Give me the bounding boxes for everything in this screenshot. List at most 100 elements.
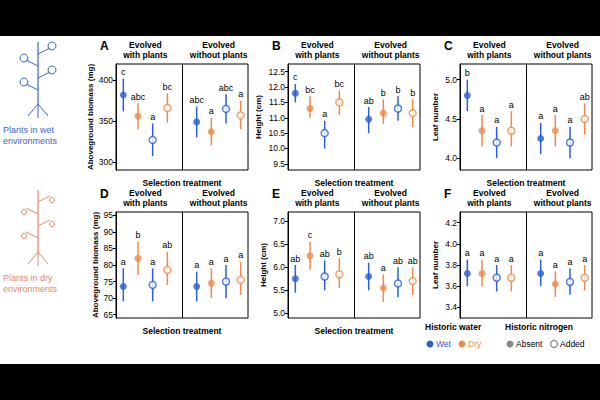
svg-text:a: a	[121, 257, 126, 267]
svg-text:ab: ab	[393, 256, 403, 266]
svg-text:b: b	[410, 88, 415, 98]
svg-text:Evolved: Evolved	[129, 188, 162, 198]
svg-text:400: 400	[99, 75, 113, 85]
svg-text:Evolved: Evolved	[374, 188, 407, 198]
svg-text:Absent: Absent	[516, 339, 543, 349]
svg-text:c: c	[308, 230, 313, 240]
svg-text:B: B	[272, 39, 281, 53]
svg-text:Evolved: Evolved	[301, 40, 334, 50]
svg-text:F: F	[444, 187, 451, 201]
svg-text:70: 70	[104, 293, 114, 303]
svg-text:a: a	[509, 254, 514, 264]
svg-text:A: A	[100, 39, 109, 53]
svg-text:a: a	[567, 257, 572, 267]
svg-text:with plants: with plants	[294, 50, 340, 60]
svg-text:ab: ab	[290, 254, 300, 264]
svg-text:Aboveground biomass (mg): Aboveground biomass (mg)	[91, 212, 100, 319]
svg-text:a: a	[538, 111, 543, 121]
svg-text:7.0: 7.0	[273, 216, 285, 226]
svg-text:Historic water: Historic water	[425, 322, 482, 332]
svg-text:a: a	[465, 248, 470, 258]
svg-text:4.0: 4.0	[445, 239, 457, 249]
svg-text:bc: bc	[305, 85, 315, 95]
svg-text:a: a	[567, 115, 572, 125]
svg-text:350: 350	[99, 116, 113, 126]
svg-text:a: a	[494, 254, 499, 264]
svg-text:Evolved: Evolved	[374, 40, 407, 50]
svg-text:without plants: without plants	[361, 198, 420, 208]
svg-text:ab: ab	[364, 251, 374, 261]
svg-text:Selection treatment: Selection treatment	[487, 178, 566, 188]
svg-text:Evolved: Evolved	[473, 188, 506, 198]
svg-text:Evolved: Evolved	[546, 188, 579, 198]
svg-text:90: 90	[104, 227, 114, 237]
svg-text:Plants in dry: Plants in dry	[3, 273, 53, 283]
svg-text:E: E	[272, 187, 280, 201]
svg-text:a: a	[150, 257, 155, 267]
svg-text:Leaf number: Leaf number	[431, 241, 440, 289]
svg-text:abc: abc	[219, 83, 234, 93]
svg-text:environments: environments	[3, 284, 58, 294]
svg-text:Selection treatment: Selection treatment	[315, 178, 394, 188]
svg-text:b: b	[465, 68, 470, 78]
svg-text:abc: abc	[131, 92, 146, 102]
svg-text:Evolved: Evolved	[473, 40, 506, 50]
svg-text:65: 65	[104, 310, 114, 320]
svg-text:85: 85	[104, 243, 114, 253]
svg-text:4.2: 4.2	[445, 218, 457, 228]
svg-text:75: 75	[104, 277, 114, 287]
svg-text:environments: environments	[3, 136, 58, 146]
svg-text:ab: ab	[408, 256, 418, 266]
svg-text:with plants: with plants	[466, 198, 512, 208]
svg-text:Wet: Wet	[436, 339, 452, 349]
svg-text:ab: ab	[162, 240, 172, 250]
svg-text:Selection treatment: Selection treatment	[315, 326, 394, 336]
svg-text:5.5: 5.5	[273, 285, 285, 295]
svg-text:c: c	[293, 72, 298, 82]
svg-text:a: a	[150, 112, 155, 122]
svg-text:Plants in wet: Plants in wet	[3, 125, 55, 135]
svg-text:12.5: 12.5	[268, 67, 285, 77]
svg-text:with plants: with plants	[122, 198, 168, 208]
svg-text:a: a	[553, 260, 558, 270]
svg-text:a: a	[494, 115, 499, 125]
svg-text:without plants: without plants	[533, 50, 592, 60]
svg-text:Leaf number: Leaf number	[431, 93, 440, 141]
svg-text:Added: Added	[560, 339, 585, 349]
svg-text:a: a	[322, 109, 327, 119]
svg-text:6.5: 6.5	[273, 239, 285, 249]
svg-text:without plants: without plants	[361, 50, 420, 60]
svg-text:with plants: with plants	[294, 198, 340, 208]
svg-text:5.0: 5.0	[445, 75, 457, 85]
svg-text:bc: bc	[335, 79, 345, 89]
svg-text:11.0: 11.0	[269, 113, 285, 123]
svg-text:3.8: 3.8	[445, 260, 457, 270]
svg-text:C: C	[444, 39, 453, 53]
svg-text:ab: ab	[580, 92, 590, 102]
svg-text:3.6: 3.6	[445, 281, 457, 291]
svg-text:b: b	[135, 230, 140, 240]
svg-text:bc: bc	[163, 82, 173, 92]
svg-text:a: a	[479, 248, 484, 258]
svg-text:Height (cm): Height (cm)	[254, 95, 263, 139]
svg-text:with plants: with plants	[466, 50, 512, 60]
svg-text:a: a	[509, 100, 514, 110]
svg-text:a: a	[209, 257, 214, 267]
svg-text:without plants: without plants	[189, 198, 248, 208]
svg-text:a: a	[238, 89, 243, 99]
svg-text:Dry: Dry	[468, 339, 482, 349]
svg-text:4.0: 4.0	[445, 153, 457, 163]
svg-text:Selection treatment: Selection treatment	[143, 178, 222, 188]
svg-text:a: a	[238, 250, 243, 260]
svg-text:10.5: 10.5	[268, 128, 285, 138]
svg-text:with plants: with plants	[122, 50, 168, 60]
svg-text:D: D	[100, 187, 109, 201]
svg-text:300: 300	[99, 157, 113, 167]
svg-text:b: b	[337, 247, 342, 257]
svg-text:Height (cm): Height (cm)	[259, 243, 268, 287]
svg-text:a: a	[209, 106, 214, 116]
svg-text:10.0: 10.0	[268, 143, 285, 153]
svg-text:80: 80	[104, 260, 114, 270]
svg-text:b: b	[395, 85, 400, 95]
svg-text:95: 95	[104, 210, 114, 220]
